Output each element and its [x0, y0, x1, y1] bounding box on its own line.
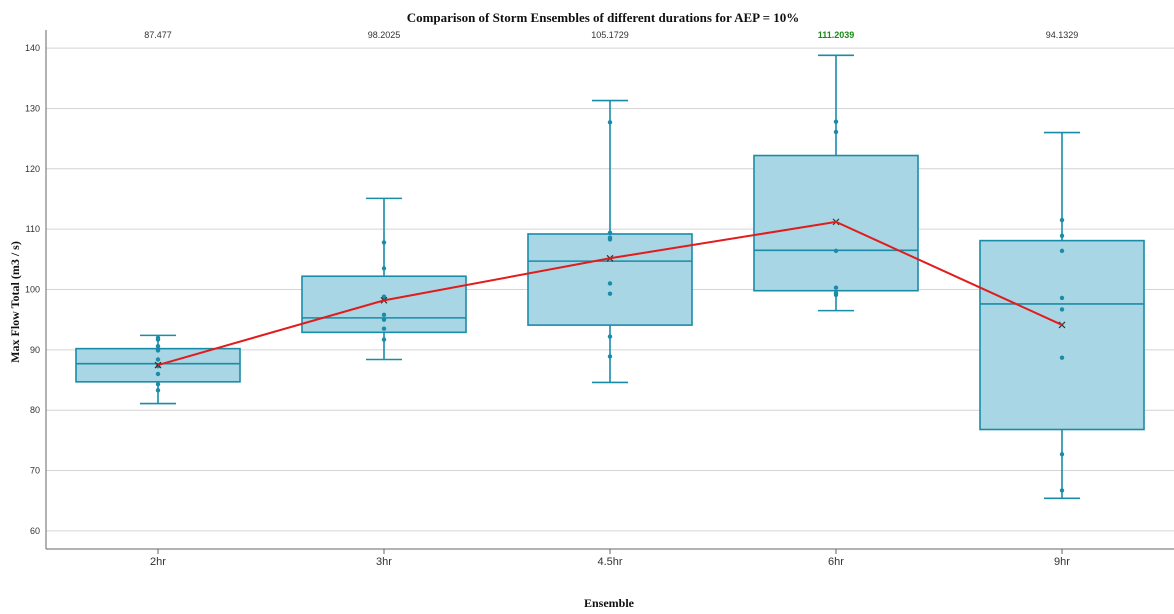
- y-tick-label: 120: [25, 164, 40, 174]
- box-3hr: [301, 197, 467, 361]
- box-series: [75, 54, 1145, 500]
- box-2hr: [75, 334, 241, 405]
- data-point: [1059, 233, 1065, 238]
- data-point: [155, 382, 161, 387]
- data-point: [607, 230, 613, 235]
- data-point: [155, 371, 161, 377]
- y-tick-label: 80: [30, 405, 40, 415]
- x-axis-title: Ensemble: [584, 596, 635, 610]
- chart-title: Comparison of Storm Ensembles of differe…: [407, 10, 800, 25]
- data-point: [607, 291, 613, 296]
- y-tick-label: 140: [25, 43, 40, 53]
- data-point: [381, 326, 387, 331]
- data-point: [155, 337, 161, 342]
- data-point: [155, 344, 161, 349]
- x-tick-label: 9hr: [1054, 556, 1070, 568]
- data-point: [607, 281, 613, 286]
- mean-marker: [154, 361, 162, 369]
- x-tick-label: 4.5hr: [597, 556, 622, 568]
- data-point: [607, 120, 613, 125]
- box-4.5hr: [527, 99, 693, 384]
- mean-line: [157, 220, 1063, 367]
- data-point: [381, 240, 387, 245]
- x-tick-label: 3hr: [376, 556, 392, 568]
- mean-value-label: 87.477: [144, 30, 172, 40]
- y-axis: 60 70 80 90 100 110 120 130 140: [25, 30, 47, 549]
- box-iqr: [527, 233, 693, 326]
- data-point: [155, 388, 161, 393]
- y-axis-title: Max Flow Total (m3 / s): [8, 241, 22, 363]
- box-iqr: [753, 154, 919, 292]
- x-tick-label: 2hr: [150, 556, 166, 568]
- y-tick-label: 90: [30, 345, 40, 355]
- data-point: [381, 317, 387, 322]
- x-tick-label: 6hr: [828, 556, 844, 568]
- data-point: [1059, 307, 1065, 312]
- y-tick-label: 70: [30, 466, 40, 476]
- mean-trend-line: [157, 220, 1063, 367]
- data-point: [381, 312, 387, 318]
- data-point: [1059, 355, 1065, 360]
- box-iqr: [301, 275, 467, 334]
- data-point: [1059, 295, 1065, 301]
- data-point: [155, 357, 161, 362]
- data-point: [1059, 452, 1065, 457]
- data-point: [833, 129, 839, 135]
- box-iqr: [979, 239, 1145, 431]
- y-tick-label: 60: [30, 526, 40, 536]
- data-point: [607, 334, 613, 339]
- y-tick-label: 100: [25, 285, 40, 295]
- y-tick-label: 130: [25, 103, 40, 113]
- data-point: [1059, 217, 1065, 223]
- y-tick-label: 110: [26, 224, 40, 234]
- mean-value-label: 94.1329: [1046, 30, 1079, 40]
- box-6hr: [753, 54, 919, 312]
- box-9hr: [979, 131, 1145, 500]
- mean-value-label: 111.2039: [818, 30, 855, 40]
- data-point: [155, 348, 161, 353]
- data-point: [381, 337, 387, 342]
- data-point: [833, 119, 839, 124]
- data-point: [833, 248, 839, 254]
- mean-value-label: 98.2025: [368, 30, 401, 40]
- mean-value-label: 105.1729: [591, 30, 629, 40]
- data-point: [381, 266, 387, 271]
- data-point: [607, 237, 613, 242]
- data-point: [607, 354, 613, 359]
- data-point: [1059, 488, 1065, 493]
- x-axis: 2hr 3hr 4.5hr 6hr 9hr: [46, 548, 1174, 568]
- mean-labels: 87.477 98.2025 105.1729 111.2039 94.1329: [144, 30, 1078, 40]
- data-point: [833, 292, 839, 298]
- data-point: [1059, 248, 1065, 254]
- data-point: [833, 285, 839, 290]
